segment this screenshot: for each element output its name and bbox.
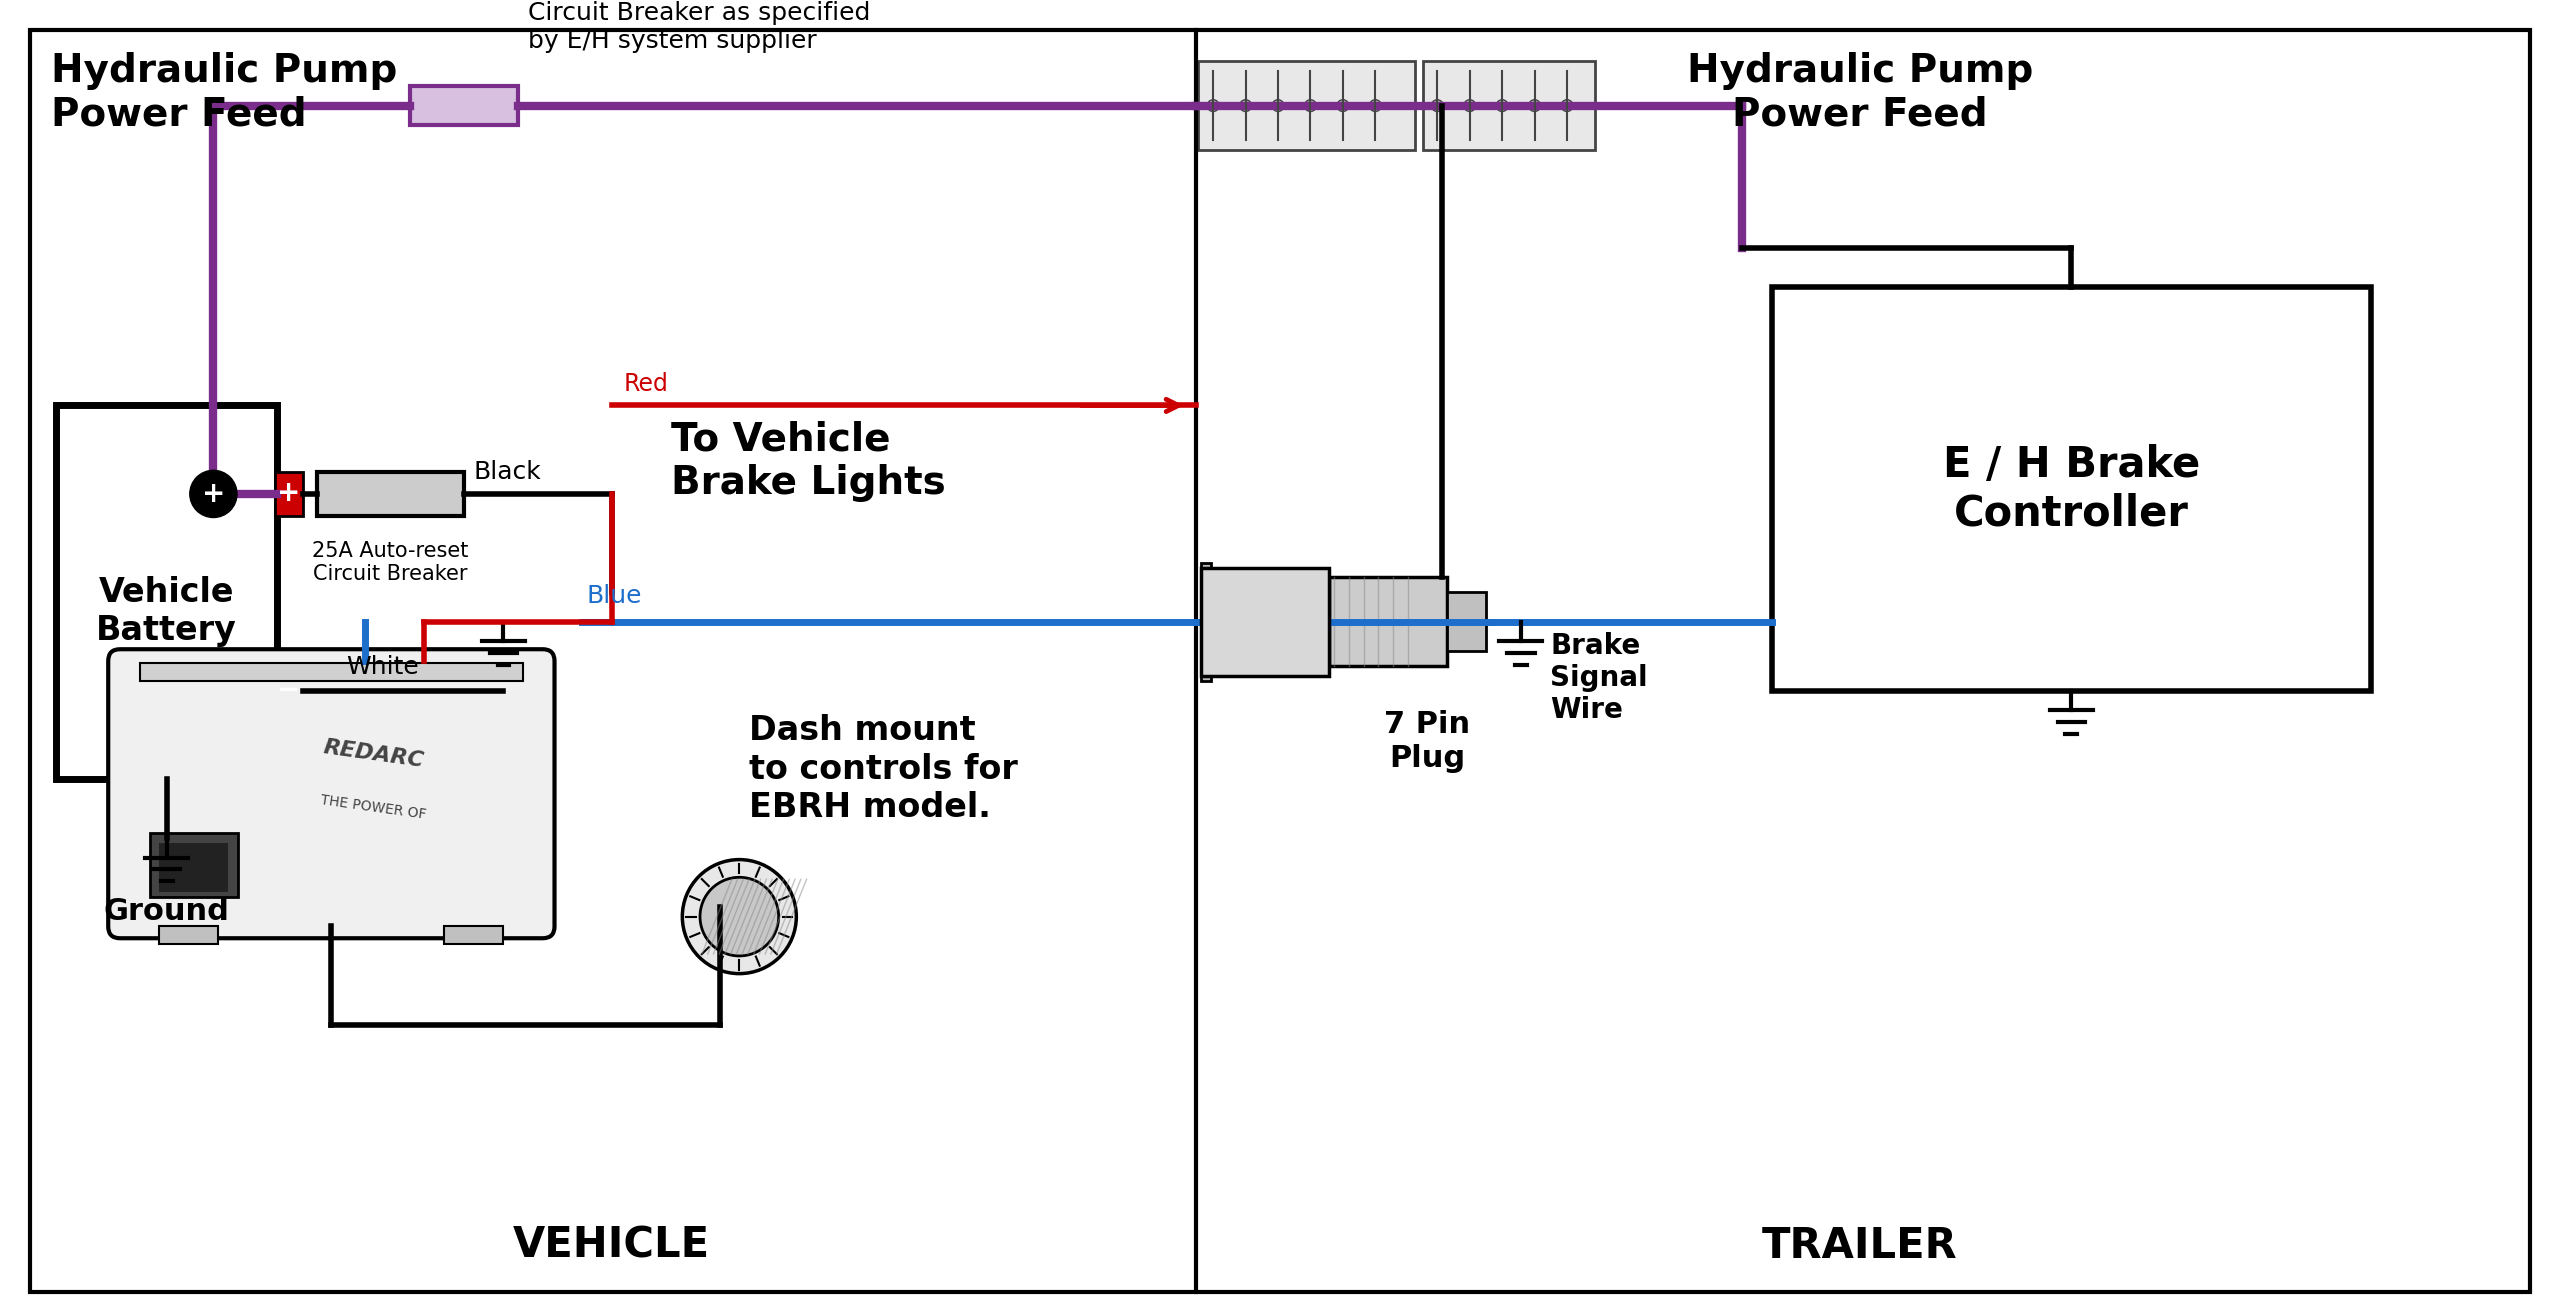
Text: Hydraulic Pump
Power Feed: Hydraulic Pump Power Feed — [1687, 52, 2033, 134]
Text: THE POWER OF: THE POWER OF — [320, 793, 428, 822]
Bar — [1201, 563, 1211, 681]
FancyBboxPatch shape — [108, 649, 556, 939]
Text: E / H Brake
Controller: E / H Brake Controller — [1943, 443, 2199, 534]
Circle shape — [1239, 100, 1252, 112]
Circle shape — [189, 471, 238, 517]
Circle shape — [1272, 100, 1285, 112]
Circle shape — [1370, 100, 1382, 112]
Text: Ground: Ground — [105, 897, 230, 926]
Text: Brake
Signal
Wire: Brake Signal Wire — [1551, 632, 1649, 724]
Bar — [317, 472, 463, 516]
Circle shape — [1464, 100, 1475, 112]
Bar — [56, 406, 276, 779]
Circle shape — [699, 878, 778, 956]
Bar — [410, 86, 517, 125]
Bar — [1423, 61, 1595, 150]
Bar — [276, 670, 302, 712]
Circle shape — [1562, 100, 1572, 112]
Circle shape — [1208, 100, 1219, 112]
Text: 7 Pin
Plug: 7 Pin Plug — [1385, 710, 1469, 772]
Text: Vehicle
Battery: Vehicle Battery — [97, 576, 238, 647]
Text: −: − — [276, 676, 300, 703]
Text: White: White — [346, 655, 420, 679]
Text: +: + — [276, 478, 300, 507]
Text: To Vehicle
Brake Lights: To Vehicle Brake Lights — [671, 420, 945, 502]
Bar — [1446, 593, 1487, 651]
Text: REDARC: REDARC — [323, 737, 425, 771]
Bar — [1329, 577, 1446, 666]
Bar — [276, 472, 302, 516]
Text: Hydraulic Pump
Power Feed: Hydraulic Pump Power Feed — [51, 52, 397, 134]
Bar — [445, 927, 504, 944]
Bar — [1201, 568, 1329, 676]
Circle shape — [1431, 100, 1444, 112]
Text: Circuit Breaker as specified
by E/H system supplier: Circuit Breaker as specified by E/H syst… — [527, 1, 870, 53]
Bar — [159, 927, 218, 944]
Circle shape — [684, 859, 796, 974]
Bar — [1772, 287, 2371, 690]
Bar — [148, 833, 238, 897]
Text: Black: Black — [474, 460, 543, 484]
Text: 25A Auto-reset
Circuit Breaker: 25A Auto-reset Circuit Breaker — [312, 541, 468, 584]
Text: Red: Red — [622, 372, 668, 395]
Bar — [1198, 61, 1416, 150]
Text: Blue: Blue — [586, 584, 643, 608]
Text: TRAILER: TRAILER — [1761, 1225, 1958, 1268]
Text: +: + — [202, 480, 225, 508]
Bar — [159, 842, 228, 892]
Circle shape — [1336, 100, 1349, 112]
Text: VEHICLE: VEHICLE — [512, 1225, 709, 1268]
Circle shape — [1528, 100, 1541, 112]
Text: Dash mount
to controls for
EBRH model.: Dash mount to controls for EBRH model. — [750, 715, 1019, 824]
Circle shape — [1306, 100, 1316, 112]
Circle shape — [1495, 100, 1508, 112]
Bar — [141, 663, 522, 681]
